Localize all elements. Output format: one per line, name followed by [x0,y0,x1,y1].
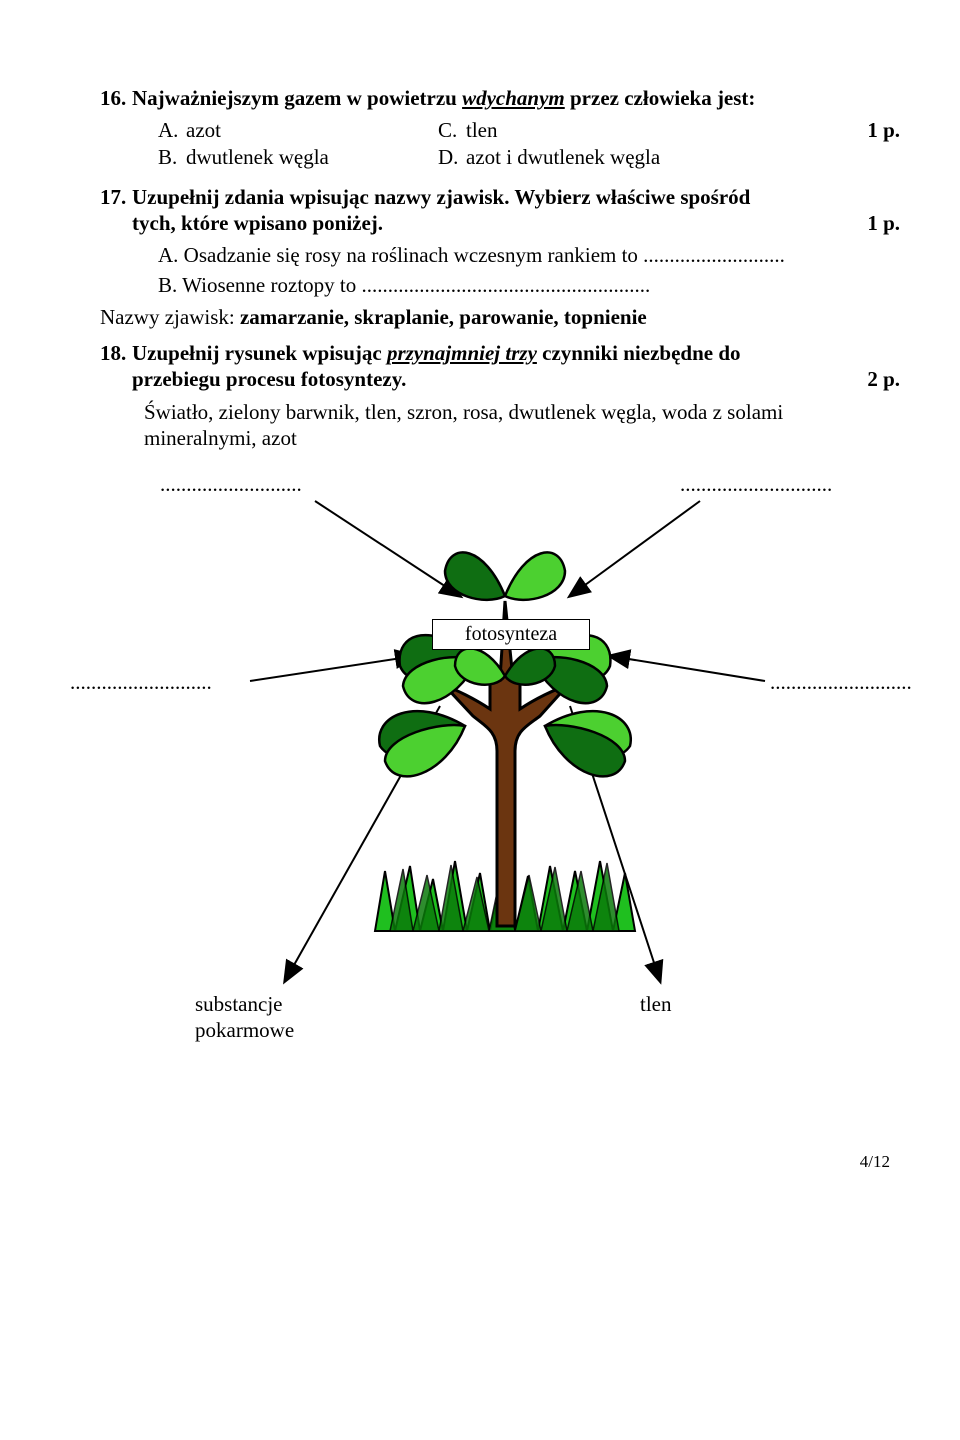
q16-d-letter: D. [438,144,466,170]
q17-text: Uzupełnij zdania wpisując nazwy zjawisk.… [132,184,900,237]
q16-opt-a: A. azot [158,117,438,143]
q16-text: Najważniejszym gazem w powietrzu wdychan… [132,85,900,111]
q17-names-bold: zamarzanie, skraplanie, parowanie, topni… [240,305,647,329]
q16-opt-d: D. azot i dwutlenek węgla [438,144,900,170]
center-label: fotosynteza [432,619,590,650]
q18-line1-under: przynajmniej trzy [387,341,537,365]
q17-prompt: 17. Uzupełnij zdania wpisując nazwy zjaw… [100,184,900,237]
q17-points: 1 p. [840,210,900,236]
q16-points: 1 p. [840,117,900,143]
q18-prompt: 18. Uzupełnij rysunek wpisując przynajmn… [100,340,900,393]
q17-line2-row: tych, które wpisano poniżej. 1 p. [132,210,900,236]
q17-fill-b: B. Wiosenne roztopy to .................… [100,272,900,298]
q16-a-text: azot [186,117,221,143]
q17-fill-a: A. Osadzanie się rosy na roślinach wczes… [100,242,900,268]
q16-options-right: C. tlen 1 p. D. azot i dwutlenek węgla [438,117,900,170]
q16-d-text: azot i dwutlenek węgla [466,144,660,170]
page-number: 4/12 [100,1111,900,1172]
q16-post: przez człowieka jest: [565,86,756,110]
q18-word-bank: Światło, zielony barwnik, tlen, szron, r… [100,399,900,452]
q16-opt-b: B. dwutlenek węgla [158,144,438,170]
q18-line1-post: czynniki niezbędne do [537,341,741,365]
q17-line2: tych, które wpisano poniżej. [132,210,383,236]
q18-line1-pre: Uzupełnij rysunek wpisując [132,341,387,365]
q16-c-letter: C. [438,117,466,143]
q17-names: Nazwy zjawisk: zamarzanie, skraplanie, p… [100,304,900,330]
q16-opt-c: C. tlen [438,117,498,143]
q16-opt-c-row: C. tlen 1 p. [438,117,900,143]
q16-number: 16. [100,85,132,111]
q18-points: 2 p. [840,366,900,392]
q16-b-text: dwutlenek węgla [186,144,329,170]
q16-c-text: tlen [466,117,498,143]
q18-line2: przebiegu procesu fotosyntezy. [132,366,406,392]
q16-pre: Najważniejszym gazem w powietrzu [132,86,462,110]
q16-a-letter: A. [158,117,186,143]
q16-options-left: A. azot B. dwutlenek węgla [100,117,438,170]
q16-options: A. azot B. dwutlenek węgla C. tlen 1 p. … [100,117,900,170]
q17-number: 17. [100,184,132,237]
q17-line1: Uzupełnij zdania wpisując nazwy zjawisk.… [132,185,750,209]
photosynthesis-diagram: ........................... ............… [100,471,900,1111]
q18-text: Uzupełnij rysunek wpisując przynajmniej … [132,340,900,393]
q16-underlined: wdychanym [462,86,565,110]
q18-line2-row: przebiegu procesu fotosyntezy. 2 p. [132,366,900,392]
q17-names-pre: Nazwy zjawisk: [100,305,240,329]
tree-svg [100,471,900,1111]
q16-prompt: 16. Najważniejszym gazem w powietrzu wdy… [100,85,900,111]
q16-b-letter: B. [158,144,186,170]
q18-number: 18. [100,340,132,393]
